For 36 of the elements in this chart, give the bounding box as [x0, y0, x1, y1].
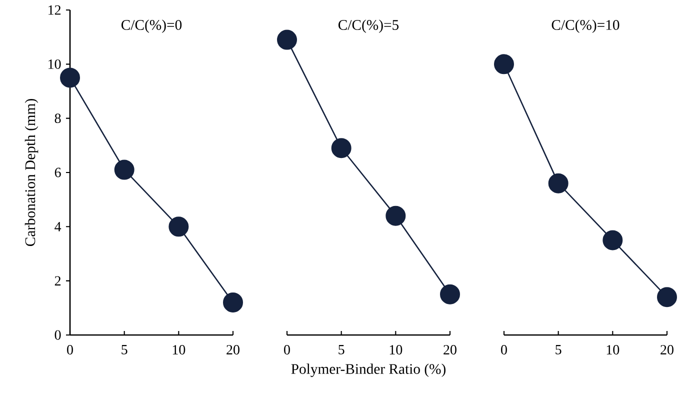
x-tick-label: 0 — [501, 345, 507, 354]
point — [548, 173, 568, 194]
x-tick-label: 10 — [606, 345, 620, 354]
point — [168, 216, 189, 237]
text: C/C(%)=10 — [552, 20, 620, 33]
x-tick-label: 5 — [556, 345, 562, 354]
y-tick-label: 12 — [48, 5, 61, 15]
x-tick-label: 0 — [284, 345, 290, 354]
y-tick-label: 8 — [54, 114, 61, 124]
x-tick-label: 20 — [226, 345, 240, 354]
y-tick-label: 6 — [54, 168, 61, 178]
point — [386, 206, 406, 226]
point — [656, 287, 677, 308]
x-tick-label: 5 — [338, 345, 344, 354]
text: C/C(%)=5 — [338, 20, 399, 33]
point — [440, 284, 460, 304]
y-tick-label: 2 — [54, 276, 61, 286]
x-tick-label: 10 — [390, 345, 402, 354]
y-tick-label: 0 — [54, 330, 61, 340]
x-tick-label: 20 — [660, 345, 674, 354]
x-tick-label: 10 — [172, 345, 186, 354]
x-tick-label: 5 — [122, 345, 128, 354]
x-tick-label: 20 — [444, 345, 456, 354]
point — [331, 138, 352, 158]
point — [60, 68, 80, 88]
y-axis-title: Carbonation Depth (mm) — [24, 99, 38, 246]
x-tick-label: 0 — [67, 345, 73, 354]
x-axis-title: Polymer-Binder Ratio (%) — [291, 364, 446, 377]
point — [114, 160, 134, 180]
y-tick-label: 10 — [48, 59, 61, 69]
text: C/C(%)=0 — [121, 20, 182, 33]
point — [602, 230, 623, 250]
point — [494, 54, 514, 74]
point — [222, 292, 244, 312]
y-tick-label: 4 — [54, 222, 62, 232]
point — [277, 30, 298, 50]
